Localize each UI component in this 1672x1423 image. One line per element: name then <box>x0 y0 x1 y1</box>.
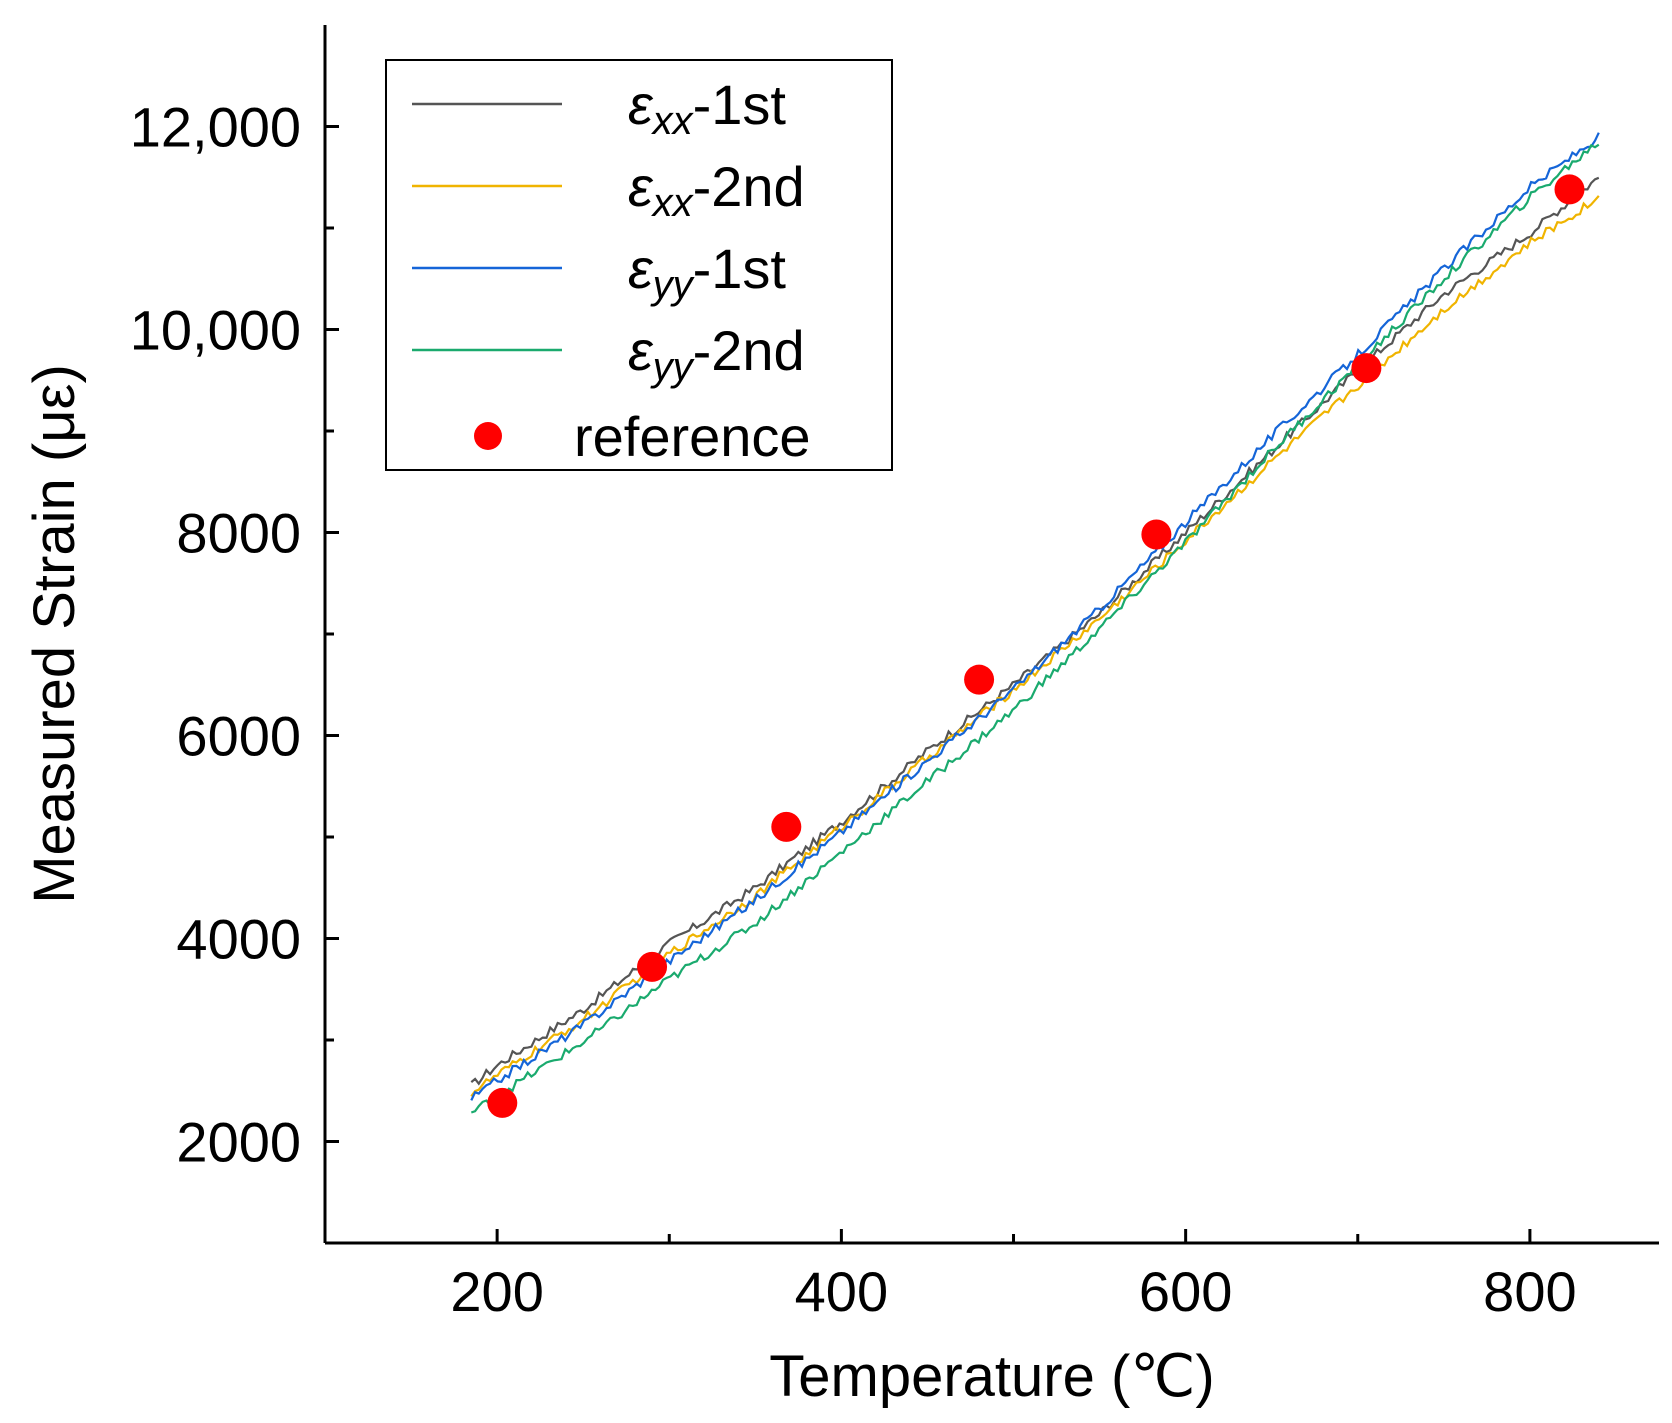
x-tick-label: 600 <box>1139 1260 1232 1323</box>
legend-symbol: ε <box>628 319 654 382</box>
y-axis-title: Measured Strain (με) <box>22 364 87 904</box>
series-layer <box>470 132 1600 1118</box>
legend-subscript: xx <box>651 99 695 143</box>
legend-suffix: -1st <box>693 73 787 136</box>
legend-suffix: -2nd <box>693 155 805 218</box>
legend-symbol: ε <box>628 237 654 300</box>
legend-suffix: -2nd <box>693 319 805 382</box>
y-tick-label: 12,000 <box>130 96 301 159</box>
reference-point <box>1554 174 1585 205</box>
legend-label-reference: reference <box>574 405 811 468</box>
legend-label--xx-1st: εxx-1st <box>628 73 786 143</box>
reference-point <box>1141 519 1172 550</box>
legend-symbol: ε <box>628 155 654 218</box>
y-tick-label: 4000 <box>176 908 301 971</box>
legend-label--xx-2nd: εxx-2nd <box>628 155 805 225</box>
ticks-layer: 200 400 600 800 2000 4000 6000 8000 10,000 12,000 <box>130 96 1577 1324</box>
y-tick-label: 6000 <box>176 705 301 768</box>
y-tick-label: 2000 <box>176 1111 301 1174</box>
reference-point <box>637 951 668 982</box>
legend-subscript: yy <box>650 263 696 307</box>
legend-label--yy-2nd: εyy-2nd <box>628 319 805 389</box>
legend-label--yy-1st: εyy-1st <box>628 237 786 307</box>
legend-box <box>385 59 893 471</box>
x-tick-label: 800 <box>1483 1260 1576 1323</box>
legend-suffix: -1st <box>693 237 787 300</box>
legend-subscript: xx <box>651 181 695 225</box>
legend-symbol: ε <box>628 73 654 136</box>
x-tick-label: 400 <box>795 1260 888 1323</box>
x-tick-label: 200 <box>450 1260 543 1323</box>
legend-subscript: yy <box>650 345 696 389</box>
reference-point <box>771 811 802 842</box>
reference-point <box>487 1087 518 1118</box>
reference-point <box>1351 353 1382 384</box>
series-line--yy-2nd <box>470 143 1600 1114</box>
reference-point <box>964 664 995 695</box>
x-axis-title: Temperature (℃) <box>769 1344 1214 1409</box>
y-tick-label: 8000 <box>176 502 301 565</box>
legend-swatch-reference <box>474 422 502 450</box>
y-tick-label: 10,000 <box>130 299 301 362</box>
